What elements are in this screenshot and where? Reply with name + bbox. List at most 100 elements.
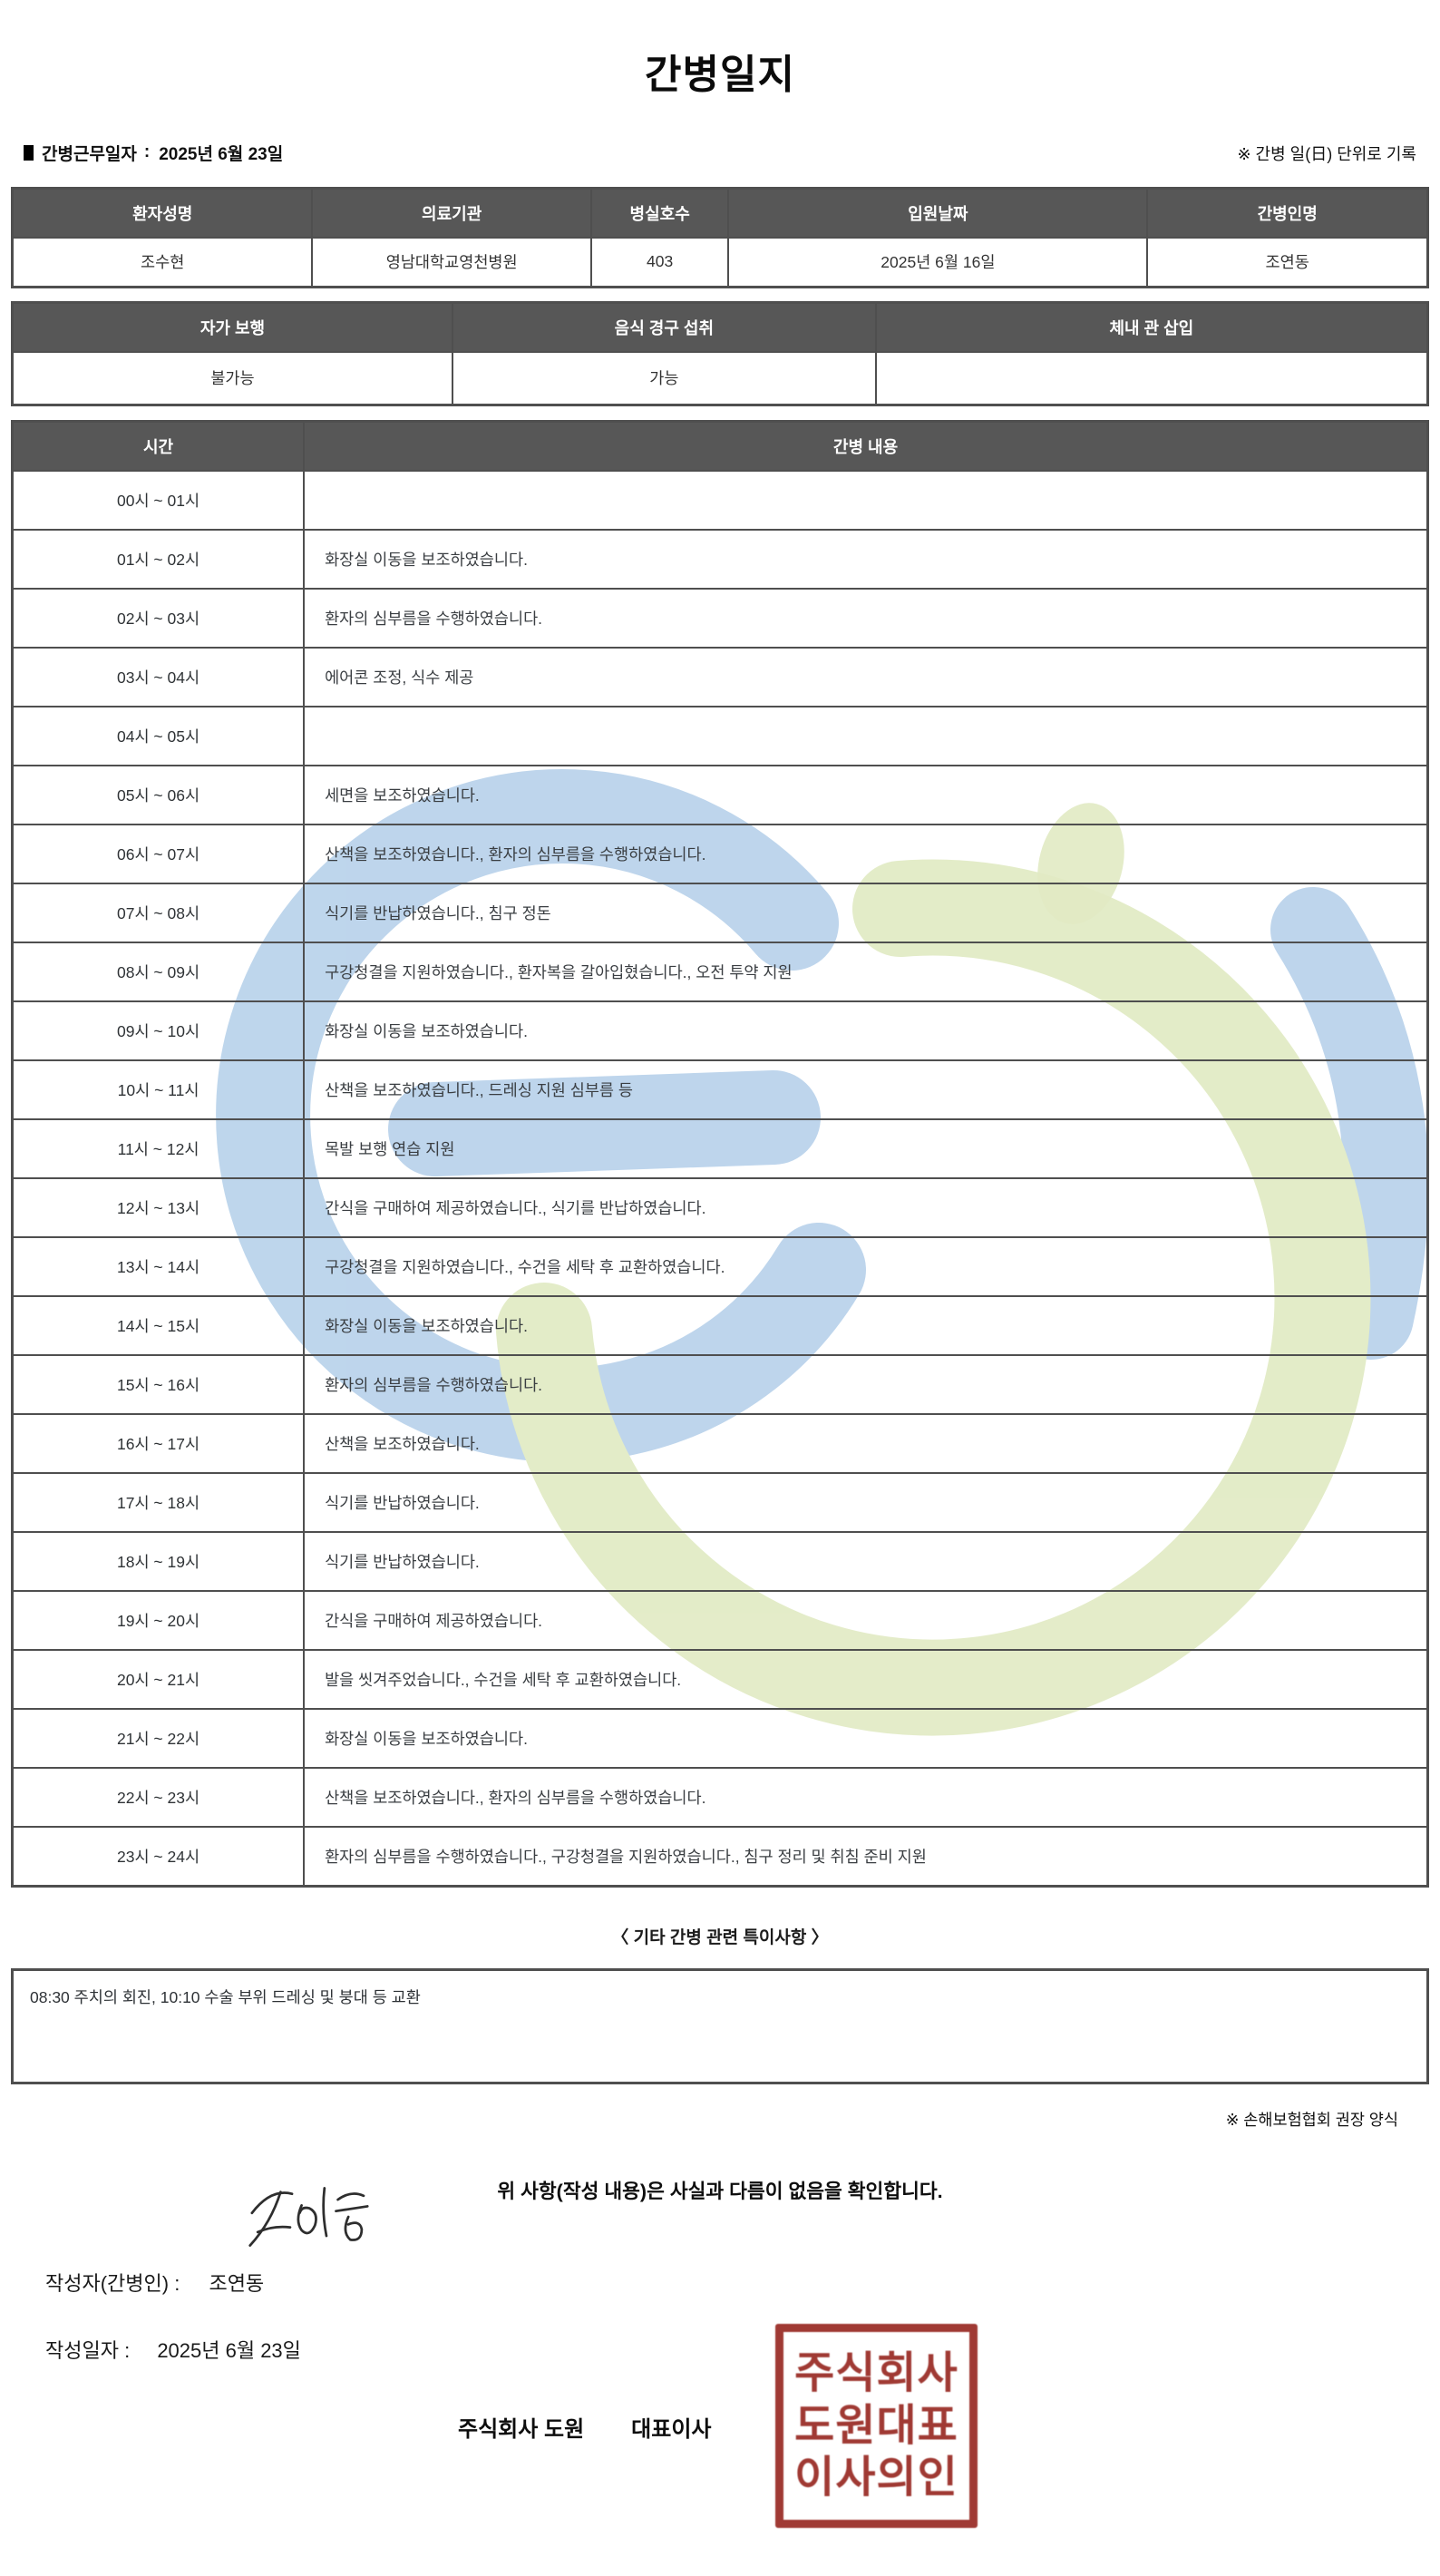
patient-status-table: 자가 보행 음식 경구 섭취 체내 관 삽입 불가능 가능 xyxy=(11,300,1429,406)
medical-institution-value: 영남대학교영천병원 xyxy=(311,236,592,288)
writer-line: 작성자(간병인) : 조연동 xyxy=(11,2268,1429,2297)
written-date-line: 작성일자 : 2025년 6월 23일 xyxy=(11,2335,1429,2364)
status-value-row: 불가능 가능 xyxy=(11,350,1429,406)
care-log-body: 00시 ~ 01시 01시 ~ 02시 화장실 이동을 보조하였습니다. 02시… xyxy=(11,469,1429,1888)
seal-line-1: 주식회사 xyxy=(794,2349,958,2398)
care-time-cell: 20시 ~ 21시 xyxy=(11,1648,306,1710)
care-content-cell xyxy=(303,469,1429,531)
care-log-row: 01시 ~ 02시 화장실 이동을 보조하였습니다. xyxy=(11,528,1429,590)
care-content-cell: 식기를 반납하였습니다. xyxy=(303,1471,1429,1533)
writer-name: 조연동 xyxy=(209,2271,265,2295)
care-log-row: 09시 ~ 10시 화장실 이동을 보조하였습니다. xyxy=(11,1000,1429,1061)
care-log-row: 07시 ~ 08시 식기를 반납하였습니다., 침구 정돈 xyxy=(11,882,1429,943)
patient-info-value-row: 조수현 영남대학교영천병원 403 2025년 6월 16일 조연동 xyxy=(11,236,1429,288)
room-number-value: 403 xyxy=(589,236,730,288)
care-log-header-row: 시간 간병 내용 xyxy=(11,420,1429,472)
caregiver-name-value: 조연동 xyxy=(1146,236,1429,288)
meta-row: 간병근무일자 : 2025년 6월 23일 ※ 간병 일(日) 단위로 기록 xyxy=(11,141,1429,165)
care-log-row: 21시 ~ 22시 화장실 이동을 보조하였습니다. xyxy=(11,1707,1429,1769)
care-content-cell: 간식을 구매하여 제공하였습니다., 식기를 반납하였습니다. xyxy=(303,1176,1429,1238)
care-time-cell: 22시 ~ 23시 xyxy=(11,1766,306,1828)
care-time-cell: 01시 ~ 02시 xyxy=(11,528,306,590)
care-time-cell: 23시 ~ 24시 xyxy=(11,1825,306,1888)
care-log-row: 00시 ~ 01시 xyxy=(11,469,1429,531)
confirmation-statement: 위 사항(작성 내용)은 사실과 다름이 없음을 확인합니다. xyxy=(497,2180,943,2202)
care-time-cell: 11시 ~ 12시 xyxy=(11,1117,306,1179)
care-log-row: 04시 ~ 05시 xyxy=(11,705,1429,766)
care-time-cell: 07시 ~ 08시 xyxy=(11,882,306,943)
writer-label: 작성자(간병인) : xyxy=(45,2271,180,2295)
care-time-cell: 09시 ~ 10시 xyxy=(11,1000,306,1061)
care-log-row: 15시 ~ 16시 환자의 심부름을 수행하였습니다. xyxy=(11,1353,1429,1415)
care-content-cell: 산책을 보조하였습니다., 환자의 심부름을 수행하였습니다. xyxy=(303,823,1429,884)
tube-insertion-value xyxy=(874,350,1429,406)
care-log-row: 13시 ~ 14시 구강청결을 지원하였습니다., 수건을 세탁 후 교환하였습… xyxy=(11,1235,1429,1297)
care-content-cell: 화장실 이동을 보조하였습니다. xyxy=(303,528,1429,590)
medical-institution-header: 의료기관 xyxy=(311,187,592,239)
patient-name-value: 조수현 xyxy=(11,236,314,288)
care-content-cell: 에어콘 조정, 식수 제공 xyxy=(303,646,1429,707)
care-log-row: 12시 ~ 13시 간식을 구매하여 제공하였습니다., 식기를 반납하였습니다… xyxy=(11,1176,1429,1238)
special-notes-title: 〈 기타 간병 관련 특이사항 〉 xyxy=(611,1927,829,1947)
care-content-cell: 화장실 이동을 보조하였습니다. xyxy=(303,1707,1429,1769)
time-column-header: 시간 xyxy=(11,420,306,472)
colon-separator: : xyxy=(143,142,151,162)
care-time-cell: 16시 ~ 17시 xyxy=(11,1412,306,1474)
corporate-seal-stamp: 주식회사 도원대표 이사의인 xyxy=(775,2324,978,2528)
care-log-row: 16시 ~ 17시 산책을 보조하였습니다. xyxy=(11,1412,1429,1474)
patient-info-table: 환자성명 의료기관 병실호수 입원날짜 간병인명 조수현 영남대학교영천병원 4… xyxy=(11,186,1429,288)
care-log-row: 20시 ~ 21시 발을 씻겨주었습니다., 수건을 세탁 후 교환하였습니다. xyxy=(11,1648,1429,1710)
oral-intake-value: 가능 xyxy=(451,350,877,406)
care-content-cell: 환자의 심부름을 수행하였습니다. xyxy=(303,587,1429,649)
company-representative-title: 대표이사 xyxy=(631,2417,712,2442)
care-log-row: 19시 ~ 20시 간식을 구매하여 제공하였습니다. xyxy=(11,1589,1429,1651)
self-walking-value: 불가능 xyxy=(11,350,453,406)
care-content-cell: 구강청결을 지원하였습니다., 환자복을 갈아입혔습니다., 오전 투약 지원 xyxy=(303,941,1429,1002)
care-time-cell: 17시 ~ 18시 xyxy=(11,1471,306,1533)
care-log-row: 11시 ~ 12시 목발 보행 연습 지원 xyxy=(11,1117,1429,1179)
care-content-cell: 식기를 반납하였습니다., 침구 정돈 xyxy=(303,882,1429,943)
care-content-cell: 세면을 보조하였습니다. xyxy=(303,764,1429,825)
caregiver-name-header: 간병인명 xyxy=(1146,187,1429,239)
care-log-row: 02시 ~ 03시 환자의 심부름을 수행하였습니다. xyxy=(11,587,1429,649)
care-content-cell: 간식을 구매하여 제공하였습니다. xyxy=(303,1589,1429,1651)
care-time-cell: 06시 ~ 07시 xyxy=(11,823,306,884)
care-content-cell: 산책을 보조하였습니다., 드레싱 지원 심부름 등 xyxy=(303,1059,1429,1120)
care-duty-date: 간병근무일자 : 2025년 6월 23일 xyxy=(24,141,283,165)
seal-line-3: 이사의인 xyxy=(794,2454,958,2503)
care-log-row: 23시 ~ 24시 환자의 심부름을 수행하였습니다., 구강청결을 지원하였습… xyxy=(11,1825,1429,1888)
care-content-cell: 산책을 보조하였습니다. xyxy=(303,1412,1429,1474)
care-content-cell: 화장실 이동을 보조하였습니다. xyxy=(303,1294,1429,1356)
care-content-cell: 발을 씻겨주었습니다., 수건을 세탁 후 교환하였습니다. xyxy=(303,1648,1429,1710)
care-time-cell: 02시 ~ 03시 xyxy=(11,587,306,649)
room-number-header: 병실호수 xyxy=(589,187,730,239)
care-time-cell: 21시 ~ 22시 xyxy=(11,1707,306,1769)
care-content-cell: 화장실 이동을 보조하였습니다. xyxy=(303,1000,1429,1061)
company-line: 주식회사 도원 대표이사 xyxy=(458,2411,711,2443)
admission-date-header: 입원날짜 xyxy=(727,187,1149,239)
care-duty-date-label: 간병근무일자 xyxy=(42,144,137,164)
care-duty-date-value: 2025년 6월 23일 xyxy=(159,144,284,164)
oral-intake-header: 음식 경구 섭취 xyxy=(451,301,877,353)
care-time-cell: 12시 ~ 13시 xyxy=(11,1176,306,1238)
care-time-cell: 04시 ~ 05시 xyxy=(11,705,306,766)
care-content-cell: 식기를 반납하였습니다. xyxy=(303,1530,1429,1592)
care-content-cell: 산책을 보조하였습니다., 환자의 심부름을 수행하였습니다. xyxy=(303,1766,1429,1828)
care-log-row: 08시 ~ 09시 구강청결을 지원하였습니다., 환자복을 갈아입혔습니다.,… xyxy=(11,941,1429,1002)
care-time-cell: 05시 ~ 06시 xyxy=(11,764,306,825)
care-content-cell: 목발 보행 연습 지원 xyxy=(303,1117,1429,1179)
care-time-cell: 19시 ~ 20시 xyxy=(11,1589,306,1651)
page-title: 간병일지 xyxy=(645,53,795,97)
care-log-table: 시간 간병 내용 00시 ~ 01시 01시 ~ 02시 화장실 이동을 보조하… xyxy=(11,419,1429,1888)
care-log-row: 05시 ~ 06시 세면을 보조하였습니다. xyxy=(11,764,1429,825)
care-time-cell: 03시 ~ 04시 xyxy=(11,646,306,707)
record-unit-note: ※ 간병 일(日) 단위로 기록 xyxy=(1237,144,1416,163)
patient-name-header: 환자성명 xyxy=(11,187,314,239)
care-log-row: 22시 ~ 23시 산책을 보조하였습니다., 환자의 심부름을 수행하였습니다… xyxy=(11,1766,1429,1828)
care-time-cell: 10시 ~ 11시 xyxy=(11,1059,306,1120)
signature-scribble-icon xyxy=(248,2187,369,2247)
care-content-column-header: 간병 내용 xyxy=(303,420,1429,472)
recommended-form-note: ※ 손해보험협회 권장 양식 xyxy=(1225,2110,1398,2129)
special-notes-content: 08:30 주치의 회진, 10:10 수술 부위 드레싱 및 붕대 등 교환 xyxy=(30,1987,421,2006)
